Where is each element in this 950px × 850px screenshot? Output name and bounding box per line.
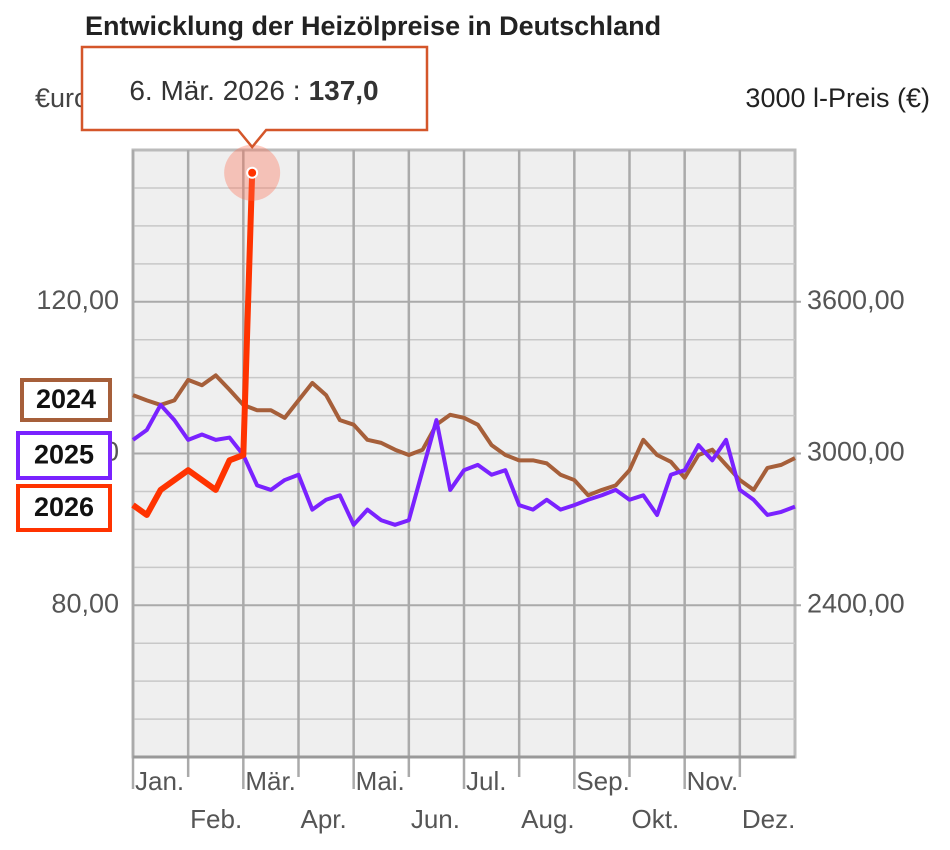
x-tick-label: Mär. [245, 766, 296, 796]
y2-tick-label: 2400,00 [807, 588, 905, 618]
tooltip-text: 6. Mär. 2026 : 137,0 [129, 75, 378, 106]
y-tick-label: 120,00 [36, 285, 119, 315]
tooltip-box [80, 45, 429, 149]
legend-label: 2026 [34, 492, 94, 522]
y-tick-label: 80,00 [51, 588, 119, 618]
x-tick-label: Jan. [135, 766, 184, 796]
x-tick-label: Feb. [190, 804, 242, 834]
x-tick-label: Mai. [356, 766, 405, 796]
highlight-point [246, 166, 259, 179]
y2-axis-label: 3000 l-Preis (€) [745, 83, 930, 113]
x-tick-label: Apr. [301, 804, 347, 834]
y2-tick-label: 3600,00 [807, 285, 905, 315]
x-tick-label: Jun. [411, 804, 460, 834]
y2-tick-label: 3000,00 [807, 437, 905, 467]
x-tick-label: Sep. [576, 766, 630, 796]
legend-label: 2024 [36, 384, 96, 414]
x-tick-label: Aug. [521, 804, 575, 834]
x-tick-label: Jul. [466, 766, 506, 796]
x-tick-label: Dez. [742, 804, 795, 834]
tooltip-label: 6. Mär. 2026 : [129, 75, 300, 106]
legend-label: 2025 [34, 440, 94, 470]
chart-title: Entwicklung der Heizölpreise in Deutschl… [85, 11, 661, 41]
x-tick-label: Nov. [687, 766, 739, 796]
legend-box [20, 378, 112, 422]
series-line [131, 172, 256, 518]
legend-box [16, 431, 112, 480]
x-tick-label: Okt. [632, 804, 680, 834]
legend-box [16, 484, 112, 532]
tooltip-value: 137,0 [309, 75, 379, 106]
